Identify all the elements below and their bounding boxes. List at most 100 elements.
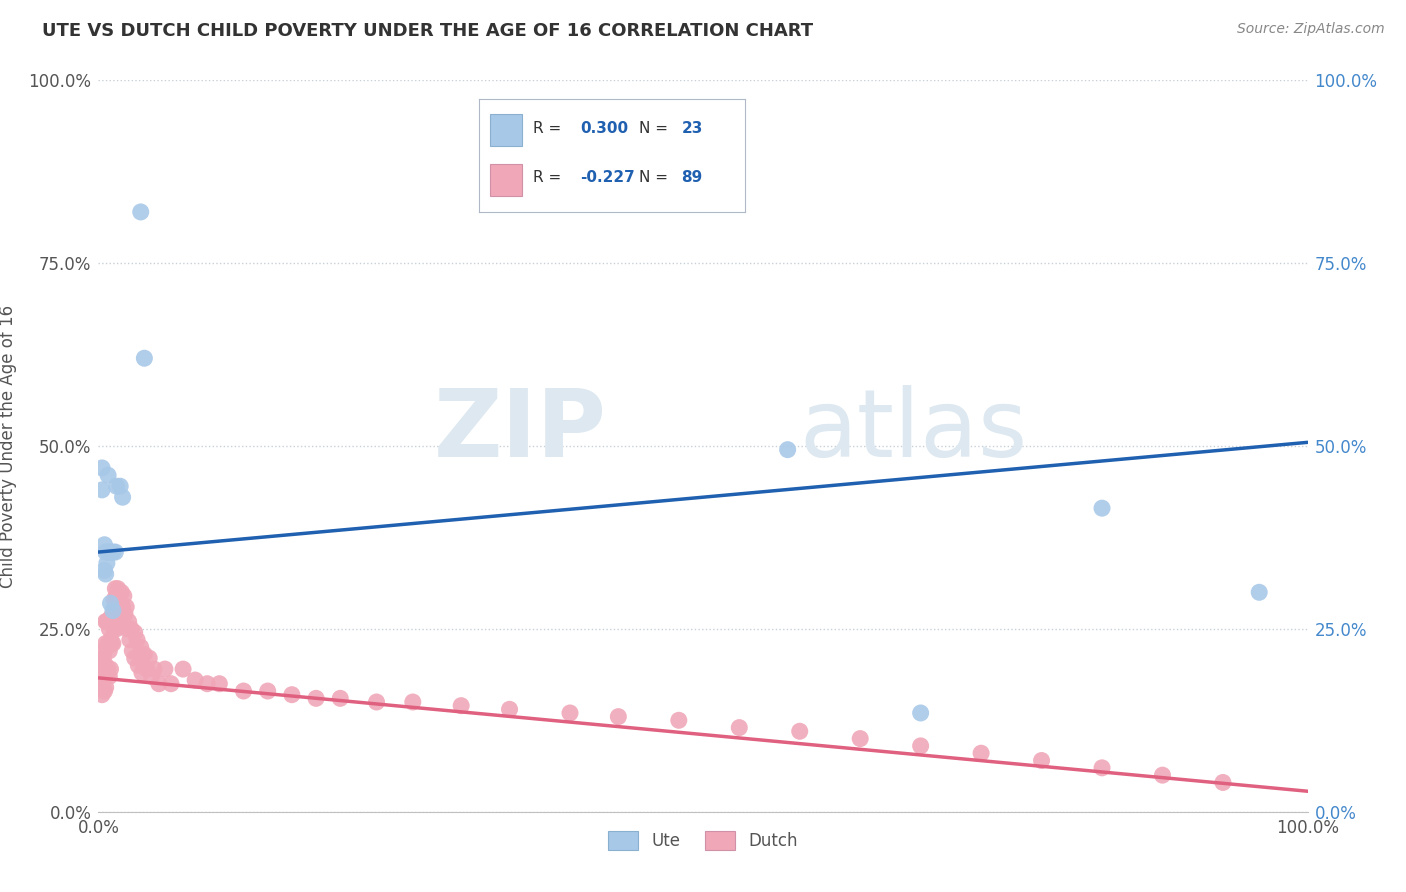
Point (129, 640, 152, 655)
Point (728, 721, 751, 735)
Point (105, 589, 128, 603)
Point (97, 615, 120, 629)
Point (135, 662, 157, 676)
Point (103, 592, 125, 607)
Point (91, 669, 114, 683)
Point (97, 662, 120, 676)
Point (94, 545, 117, 559)
Point (776, 442, 799, 457)
Point (96, 615, 118, 629)
Point (160, 676, 183, 690)
Point (108, 607, 131, 622)
Point (94, 567, 117, 582)
Point (910, 706, 932, 720)
Point (450, 698, 472, 713)
Point (114, 607, 136, 622)
Point (100, 596, 122, 610)
Point (124, 625, 146, 640)
Point (127, 658, 149, 673)
Point (117, 622, 139, 636)
Point (110, 585, 132, 599)
Point (1031, 754, 1053, 768)
Point (91, 688, 114, 702)
Point (91, 669, 114, 683)
Point (104, 545, 127, 559)
Point (232, 684, 254, 698)
Point (607, 709, 630, 723)
Point (1212, 775, 1234, 789)
Point (108, 596, 131, 610)
Point (98, 669, 121, 683)
Legend: Ute, Dutch: Ute, Dutch (599, 822, 807, 858)
Point (100, 662, 122, 676)
Point (120, 622, 142, 636)
Point (101, 636, 124, 650)
Point (97, 468, 120, 483)
Point (103, 622, 125, 636)
Point (281, 688, 304, 702)
Point (91, 461, 114, 475)
Point (124, 651, 146, 665)
Point (910, 739, 932, 753)
Point (107, 582, 129, 596)
Point (131, 665, 153, 680)
Point (153, 662, 176, 676)
Point (100, 611, 122, 625)
Point (1091, 761, 1114, 775)
Point (91, 651, 114, 665)
Point (558, 706, 581, 720)
Point (329, 691, 352, 706)
Point (100, 632, 122, 647)
Point (90, 681, 112, 695)
Point (849, 731, 872, 746)
Text: ZIP: ZIP (433, 385, 606, 477)
Point (100, 545, 122, 559)
Point (101, 607, 124, 622)
Point (105, 479, 128, 493)
Point (111, 599, 134, 614)
Point (91, 483, 114, 497)
Point (100, 636, 122, 650)
Point (111, 490, 134, 504)
Point (118, 632, 141, 647)
Point (101, 545, 124, 559)
Point (101, 603, 124, 617)
Point (970, 746, 993, 760)
Point (141, 669, 163, 683)
Point (93, 662, 115, 676)
Point (256, 684, 278, 698)
Point (91, 655, 114, 669)
Y-axis label: Child Poverty Under the Age of 16: Child Poverty Under the Age of 16 (0, 304, 17, 588)
Text: atlas: atlas (800, 385, 1028, 477)
Point (127, 632, 149, 647)
Point (1091, 501, 1114, 516)
Point (104, 582, 127, 596)
Point (184, 673, 207, 687)
Point (94, 658, 117, 673)
Point (366, 695, 388, 709)
Point (108, 479, 131, 493)
Point (148, 676, 170, 690)
Point (90, 662, 112, 676)
Point (98, 622, 121, 636)
Point (97, 636, 120, 650)
Point (93, 684, 115, 698)
Point (305, 691, 328, 706)
Point (134, 648, 156, 662)
Point (96, 640, 118, 655)
Point (93, 644, 115, 658)
Point (104, 615, 127, 629)
Point (134, 351, 156, 366)
Point (96, 556, 118, 570)
Point (143, 662, 166, 676)
Point (112, 589, 135, 603)
Point (789, 724, 811, 739)
Point (668, 714, 690, 728)
Point (118, 615, 141, 629)
Point (93, 538, 115, 552)
Point (115, 599, 138, 614)
Point (93, 563, 115, 577)
Point (402, 695, 425, 709)
Point (498, 702, 520, 716)
Text: Source: ZipAtlas.com: Source: ZipAtlas.com (1237, 22, 1385, 37)
